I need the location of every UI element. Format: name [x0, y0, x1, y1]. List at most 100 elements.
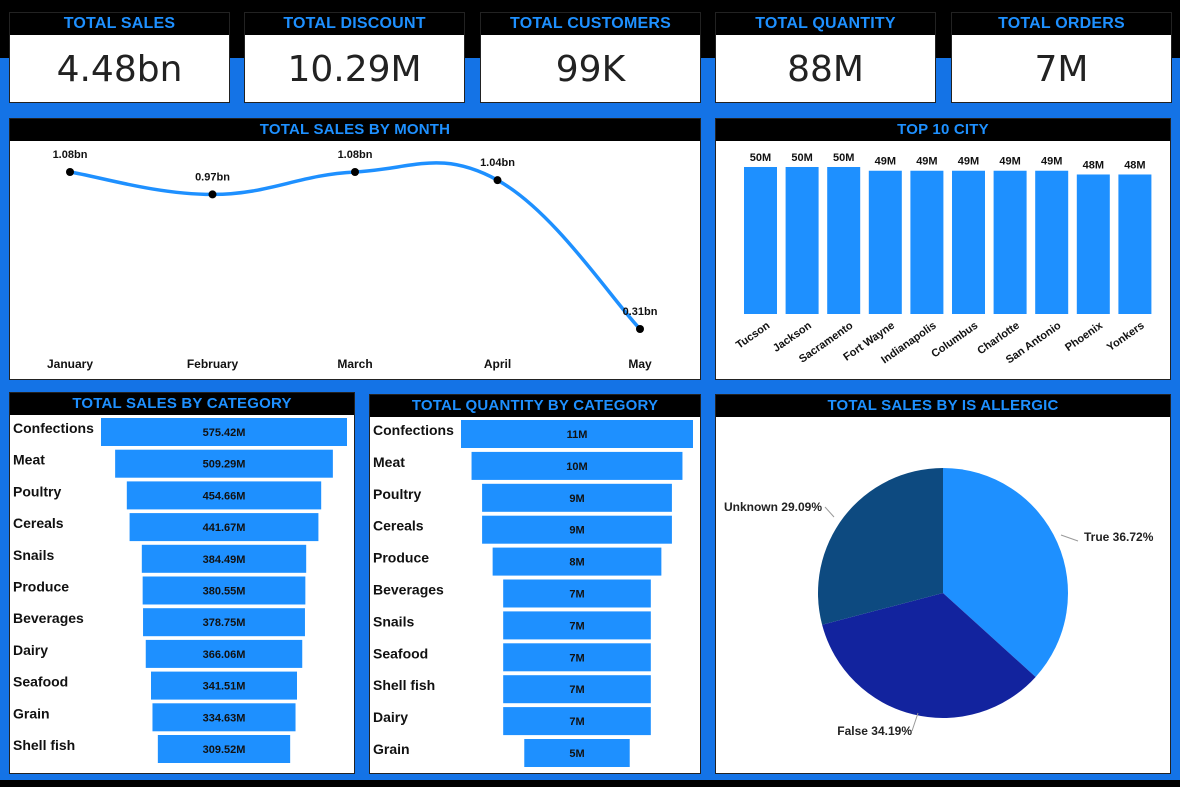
data-label: 1.08bn [53, 149, 88, 161]
data-label: 441.67M [203, 522, 246, 534]
kpi-value: 88M [787, 49, 864, 90]
chart-title: TOP 10 CITY [716, 119, 1170, 141]
sales-by-allergic-panel: TOTAL SALES BY IS ALLERGIC True 36.72% Fa… [715, 394, 1171, 774]
funnel-bar [141, 544, 307, 573]
data-label: 49M [875, 156, 896, 168]
data-label: 341.51M [203, 681, 246, 693]
city-bar [827, 167, 861, 314]
city-bar [1118, 174, 1152, 314]
sales-by-category-panel: TOTAL SALES BY CATEGORY 575.42M Confectio… [9, 392, 355, 774]
data-point [351, 168, 359, 176]
funnel-bar [503, 707, 651, 736]
chart-title: TOTAL QUANTITY BY CATEGORY [370, 395, 700, 417]
chart-title: TOTAL SALES BY MONTH [10, 119, 700, 141]
data-label: 7M [569, 652, 584, 664]
data-label: 334.63M [203, 712, 246, 724]
kpi-title: TOTAL DISCOUNT [245, 13, 464, 35]
data-label: 1.08bn [338, 149, 373, 161]
chart-title: TOTAL SALES BY IS ALLERGIC [716, 395, 1170, 417]
city-bar [1076, 174, 1110, 314]
category-label: Poultry [373, 486, 421, 502]
chart-title: TOTAL SALES BY CATEGORY [10, 393, 354, 415]
funnel-bar [115, 449, 333, 478]
data-label: 384.49M [203, 554, 246, 566]
funnel-bar [157, 735, 291, 763]
data-point [493, 176, 502, 185]
category-label: Beverages [373, 582, 444, 598]
funnel-bar [461, 420, 693, 448]
category-label: Meat [13, 452, 45, 468]
category-label: Produce [373, 550, 429, 566]
data-point [208, 190, 217, 199]
data-label: 454.66M [203, 490, 246, 502]
sales-by-allergic-chart: True 36.72% False 34.19% Unknown 29.09% [724, 468, 1154, 738]
data-label: 7M [569, 589, 584, 601]
data-label: 7M [569, 684, 584, 696]
kpi-title: TOTAL SALES [10, 13, 229, 35]
data-label: 309.52M [203, 744, 246, 756]
funnel-bar [503, 611, 651, 640]
category-label: Snails [373, 613, 414, 629]
x-tick-label: January [47, 357, 93, 371]
pie-slice [943, 468, 1068, 677]
kpi-card-total-discount: TOTAL DISCOUNT 10.29M [244, 12, 465, 103]
city-bar [868, 170, 902, 314]
data-label: 48M [1083, 159, 1104, 171]
leader-line [1060, 534, 1079, 542]
data-label: 48M [1124, 159, 1145, 171]
city-bar [785, 167, 819, 314]
data-label: 366.06M [203, 649, 246, 661]
category-label: Confections [13, 420, 94, 436]
data-label: 1.04bn [480, 157, 515, 169]
kpi-title: TOTAL ORDERS [952, 13, 1171, 35]
kpi-title: TOTAL CUSTOMERS [481, 13, 700, 35]
sales-by-month-panel: TOTAL SALES BY MONTH 1.08bn January 0.97bn… [9, 118, 701, 380]
data-label: 10M [566, 461, 587, 473]
data-point [66, 168, 74, 176]
leader-line [824, 506, 835, 518]
city-bar [993, 170, 1027, 314]
data-label: 49M [916, 156, 937, 168]
kpi-value: 4.48bn [56, 49, 183, 90]
x-tick-label: March [337, 357, 372, 371]
category-label: Cereals [13, 515, 64, 531]
category-label: Poultry [13, 483, 61, 499]
funnel-bar [492, 547, 662, 576]
data-label: True 36.72% [1084, 530, 1154, 544]
data-label: 50M [833, 152, 854, 164]
data-point [636, 325, 644, 333]
kpi-title: TOTAL QUANTITY [716, 13, 935, 35]
x-tick-label: February [187, 357, 239, 371]
kpi-card-total-quantity: TOTAL QUANTITY 88M [715, 12, 936, 103]
data-label: 9M [569, 493, 584, 505]
city-bar [744, 167, 777, 314]
category-label: Grain [373, 741, 410, 757]
x-tick-label: April [484, 357, 511, 371]
category-label: Beverages [13, 610, 84, 626]
category-label: Meat [373, 454, 405, 470]
kpi-value: 10.29M [287, 49, 422, 90]
funnel-bar [129, 513, 319, 542]
kpi-card-total-sales: TOTAL SALES 4.48bn [9, 12, 230, 103]
top-10-city-panel: TOP 10 CITY 50M Tucson 50M Jackson 50M Sacram… [715, 118, 1171, 380]
kpi-card-total-orders: TOTAL ORDERS 7M [951, 12, 1172, 103]
sales-by-month-chart: 1.08bn January 0.97bn February 1.08bn March 1.… [47, 149, 658, 371]
category-label: Seafood [13, 674, 68, 690]
pie-slice [822, 593, 1036, 718]
data-label: 11M [567, 429, 588, 441]
funnel-bar [145, 639, 303, 668]
x-tick-label: Columbus [929, 320, 980, 361]
funnel-bar [126, 481, 322, 510]
category-label: Grain [13, 705, 50, 721]
category-label: Cereals [373, 518, 424, 534]
funnel-bar [152, 703, 296, 732]
data-label: Unknown 29.09% [724, 500, 822, 514]
leader-line [911, 712, 919, 732]
data-label: 49M [999, 156, 1020, 168]
quantity-by-category-panel: TOTAL QUANTITY BY CATEGORY 11M Confection… [369, 394, 701, 774]
data-label: 49M [1041, 156, 1062, 168]
funnel-bar [482, 515, 672, 544]
data-label: 378.75M [203, 617, 246, 629]
data-label: False 34.19% [837, 724, 912, 738]
data-label: 9M [569, 525, 584, 537]
